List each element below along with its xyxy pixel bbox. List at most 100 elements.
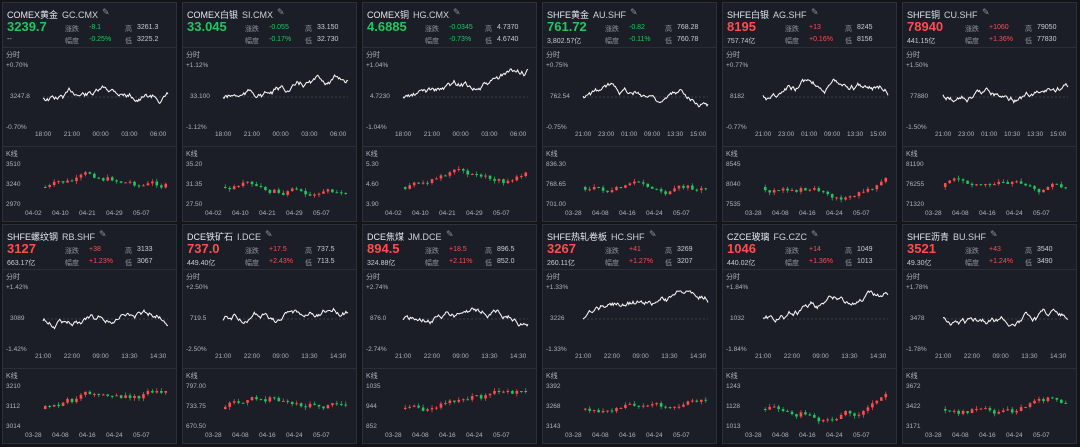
tab-intraday[interactable]: 分时 — [186, 52, 200, 59]
candle-body — [340, 404, 343, 406]
futures-card[interactable]: SHFE沥青 BU.SHF ✎ 3521 49.30亿 涨跌 +43 幅度 +1.24% 高 354… — [902, 224, 1077, 444]
candle-body — [641, 405, 645, 407]
tab-intraday[interactable]: 分时 — [726, 52, 740, 59]
tab-intraday[interactable]: 分时 — [906, 52, 920, 59]
futures-card[interactable]: SHFE铜 CU.SHF ✎ 78940 441.15亿 涨跌 +1060 幅度 +1.36% 高… — [902, 2, 1077, 222]
tab-kline[interactable]: K线 — [186, 151, 198, 158]
candle-body — [335, 403, 339, 405]
futures-card[interactable]: SHFE热轧卷板 HC.SHF ✎ 3267 260.11亿 涨跌 +41 幅度 +1.27% 高… — [542, 224, 717, 444]
tab-kline[interactable]: K线 — [906, 151, 918, 158]
futures-card[interactable]: COMEX黄金 GC.CMX ✎ 3239.7 -- 涨跌 -8.1 幅度 -0.25% 高 326… — [2, 2, 177, 222]
time-tick: 21:00 — [423, 131, 441, 138]
time-tick: 15:00 — [1050, 131, 1067, 138]
pct-label: 幅度 — [785, 38, 799, 45]
candle-body — [884, 177, 888, 182]
time-tick: 09:00 — [452, 353, 469, 360]
candle-body — [93, 393, 96, 395]
futures-card[interactable]: DCE铁矿石 I.DCE ✎ 737.0 449.40亿 涨跌 +17.5 幅度 +2.43% 高… — [182, 224, 357, 444]
futures-card[interactable]: COMEX铜 HG.CMX ✎ 4.6885 涨跌 -0.0345 幅度 -0.73% 高 4.7… — [362, 2, 537, 222]
time-tick: 23:00 — [778, 131, 795, 138]
candle-body — [768, 406, 771, 410]
futures-card[interactable]: SHFE白银 AG.SHF ✎ 8195 757.74亿 涨跌 +13 幅度 +0.16% 高 82… — [722, 2, 897, 222]
tab-kline[interactable]: K线 — [6, 151, 18, 158]
kline-mid-label: 76255 — [906, 181, 925, 188]
turnover: 441.15亿 — [907, 38, 936, 45]
candle-body — [1024, 406, 1027, 408]
intraday-bot-label: -1.50% — [906, 124, 927, 131]
futures-card[interactable]: COMEX白银 SI.CMX ✎ 33.045 涨跌 -0.055 幅度 -0.17% 高 33.… — [182, 2, 357, 222]
candle-body — [966, 180, 969, 184]
candle-body — [119, 395, 123, 398]
tab-intraday[interactable]: 分时 — [366, 274, 380, 281]
tab-intraday[interactable]: 分时 — [6, 274, 20, 281]
low-label: 低 — [845, 260, 852, 267]
pencil-icon[interactable]: ✎ — [446, 229, 454, 239]
candle-body — [48, 185, 51, 188]
tab-kline[interactable]: K线 — [6, 373, 18, 380]
tab-intraday[interactable]: 分时 — [726, 274, 740, 281]
tab-kline[interactable]: K线 — [546, 151, 558, 158]
pencil-icon[interactable]: ✎ — [630, 7, 638, 17]
candle-body — [502, 179, 505, 184]
date-tick: 04-16 — [979, 210, 996, 217]
candle-body — [255, 184, 258, 187]
pencil-icon[interactable]: ✎ — [982, 7, 990, 17]
candle-body — [79, 174, 83, 178]
candle-body — [1015, 410, 1018, 413]
candle-body — [241, 402, 245, 404]
futures-card[interactable]: SHFE黄金 AU.SHF ✎ 761.72 3,802.57亿 涨跌 -0.82 幅度 -0.… — [542, 2, 717, 222]
pencil-icon[interactable]: ✎ — [99, 229, 107, 239]
kline-chart — [763, 177, 888, 203]
futures-card[interactable]: SHFE螺纹钢 RB.SHF ✎ 3127 663.17亿 涨跌 +38 幅度 +1.23% 高 3… — [2, 224, 177, 444]
candle-body — [417, 405, 420, 408]
tab-kline[interactable]: K线 — [186, 373, 198, 380]
time-tick: 22:00 — [243, 353, 261, 360]
candle-body — [1028, 403, 1032, 407]
tab-intraday[interactable]: 分时 — [546, 52, 560, 59]
candle-body — [704, 188, 708, 190]
pencil-icon[interactable]: ✎ — [811, 229, 819, 239]
candle-body — [484, 395, 487, 399]
futures-card[interactable]: DCE焦煤 JM.DCE ✎ 894.5 324.88亿 涨跌 +18.5 幅度 +2.11% 高… — [362, 224, 537, 444]
futures-card[interactable]: CZCE玻璃 FG.CZC ✎ 1046 440.02亿 涨跌 +14 幅度 +1.36% 高 10… — [722, 224, 897, 444]
pencil-icon[interactable]: ✎ — [649, 229, 657, 239]
high-value: 4.7370 — [497, 24, 519, 31]
pencil-icon[interactable]: ✎ — [453, 7, 461, 17]
candle-body — [668, 191, 672, 195]
time-tick: 21:00 — [35, 353, 52, 360]
pencil-icon[interactable]: ✎ — [265, 229, 273, 239]
tab-intraday[interactable]: 分时 — [6, 52, 20, 59]
pct-label: 幅度 — [965, 260, 979, 267]
candle-body — [610, 410, 614, 412]
tab-intraday[interactable]: 分时 — [906, 274, 920, 281]
contract-code: RB.SHF — [62, 232, 96, 242]
low-label: 低 — [845, 38, 852, 45]
candle-body — [110, 177, 114, 181]
candle-body — [435, 178, 438, 180]
tab-intraday[interactable]: 分时 — [186, 274, 200, 281]
candle-body — [237, 185, 240, 187]
tab-kline[interactable]: K线 — [546, 373, 558, 380]
tab-intraday[interactable]: 分时 — [366, 52, 380, 59]
candle-body — [155, 181, 159, 186]
candle-body — [223, 406, 227, 409]
candle-body — [408, 185, 411, 189]
date-tick: 04-24 — [286, 432, 303, 439]
tab-kline[interactable]: K线 — [366, 373, 378, 380]
tab-kline[interactable]: K线 — [906, 373, 918, 380]
candle-body — [43, 187, 47, 188]
candle-body — [119, 181, 123, 183]
candle-body — [268, 189, 272, 193]
candle-body — [137, 395, 141, 399]
pencil-icon[interactable]: ✎ — [811, 7, 819, 17]
tab-kline[interactable]: K线 — [366, 151, 378, 158]
tab-intraday[interactable]: 分时 — [546, 274, 560, 281]
pencil-icon[interactable]: ✎ — [277, 7, 285, 17]
tab-kline[interactable]: K线 — [726, 373, 738, 380]
pencil-icon[interactable]: ✎ — [102, 7, 110, 17]
time-tick: 00:00 — [92, 131, 109, 138]
intraday-mid-label: 33.100 — [190, 93, 210, 100]
tab-kline[interactable]: K线 — [726, 151, 738, 158]
pencil-icon[interactable]: ✎ — [990, 229, 998, 239]
